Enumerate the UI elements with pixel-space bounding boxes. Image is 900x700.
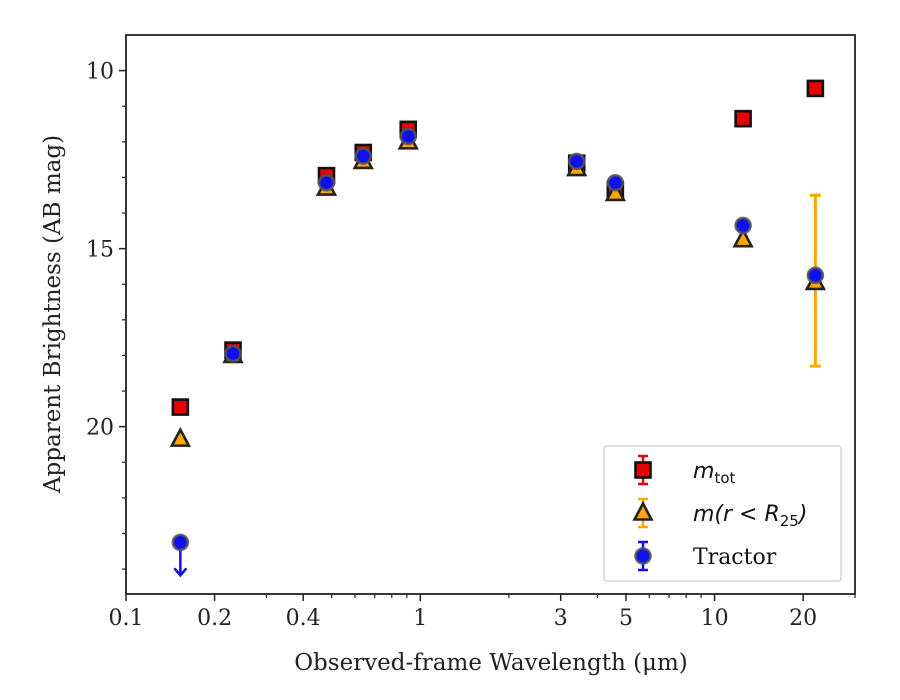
m-tot-point [171, 398, 190, 416]
tractor-point [399, 127, 418, 146]
tractor-point [606, 173, 625, 192]
y-axis-label: Apparent Brightness (AB mag) [40, 135, 66, 494]
m-tot-point [734, 109, 752, 128]
legend-marker [632, 500, 654, 521]
y-tick-label: 20 [86, 416, 114, 441]
tractor-point [734, 216, 752, 235]
x-tick-label: 0.2 [197, 606, 232, 631]
legend-label: m(r < R25) [693, 502, 807, 530]
x-tick-label: 0.1 [109, 606, 144, 631]
x-tick-label: 1 [413, 606, 427, 631]
tractor-upper-limit-arrowhead [173, 567, 188, 578]
tractor-point [224, 344, 242, 363]
tractor-point [567, 152, 586, 171]
x-tick-label: 5 [619, 606, 633, 631]
tractor-point [317, 173, 336, 192]
m-tot-point [806, 79, 825, 98]
y-tick-label: 10 [86, 60, 114, 85]
legend-marker [634, 461, 652, 479]
m-r-r25-point [604, 181, 627, 202]
tractor-point [806, 266, 825, 285]
legend-label: Tractor [693, 545, 777, 570]
axes: 0.1 0.2 0.4 1 3 5 10 20 10 15 20 [86, 34, 856, 631]
m-r-r25-point [169, 426, 192, 447]
x-tick-label: 20 [789, 606, 817, 631]
m-r-r25-point [732, 227, 754, 248]
tractor-point [354, 147, 373, 165]
plot-frame [125, 34, 856, 595]
plot-area [169, 79, 827, 578]
x-tick-label: 0.4 [286, 606, 321, 631]
legend-marker [634, 547, 652, 565]
x-tick-label: 3 [554, 606, 568, 631]
x-tick-label: 10 [701, 606, 729, 631]
y-tick-label: 15 [86, 238, 114, 263]
legend-label: mtot [693, 459, 735, 487]
legend: mtot m(r < R25) Tractor [603, 445, 842, 582]
legend-box [603, 445, 842, 582]
x-axis-label: Observed-frame Wavelength (μm) [294, 650, 688, 676]
tractor-point [171, 533, 190, 552]
